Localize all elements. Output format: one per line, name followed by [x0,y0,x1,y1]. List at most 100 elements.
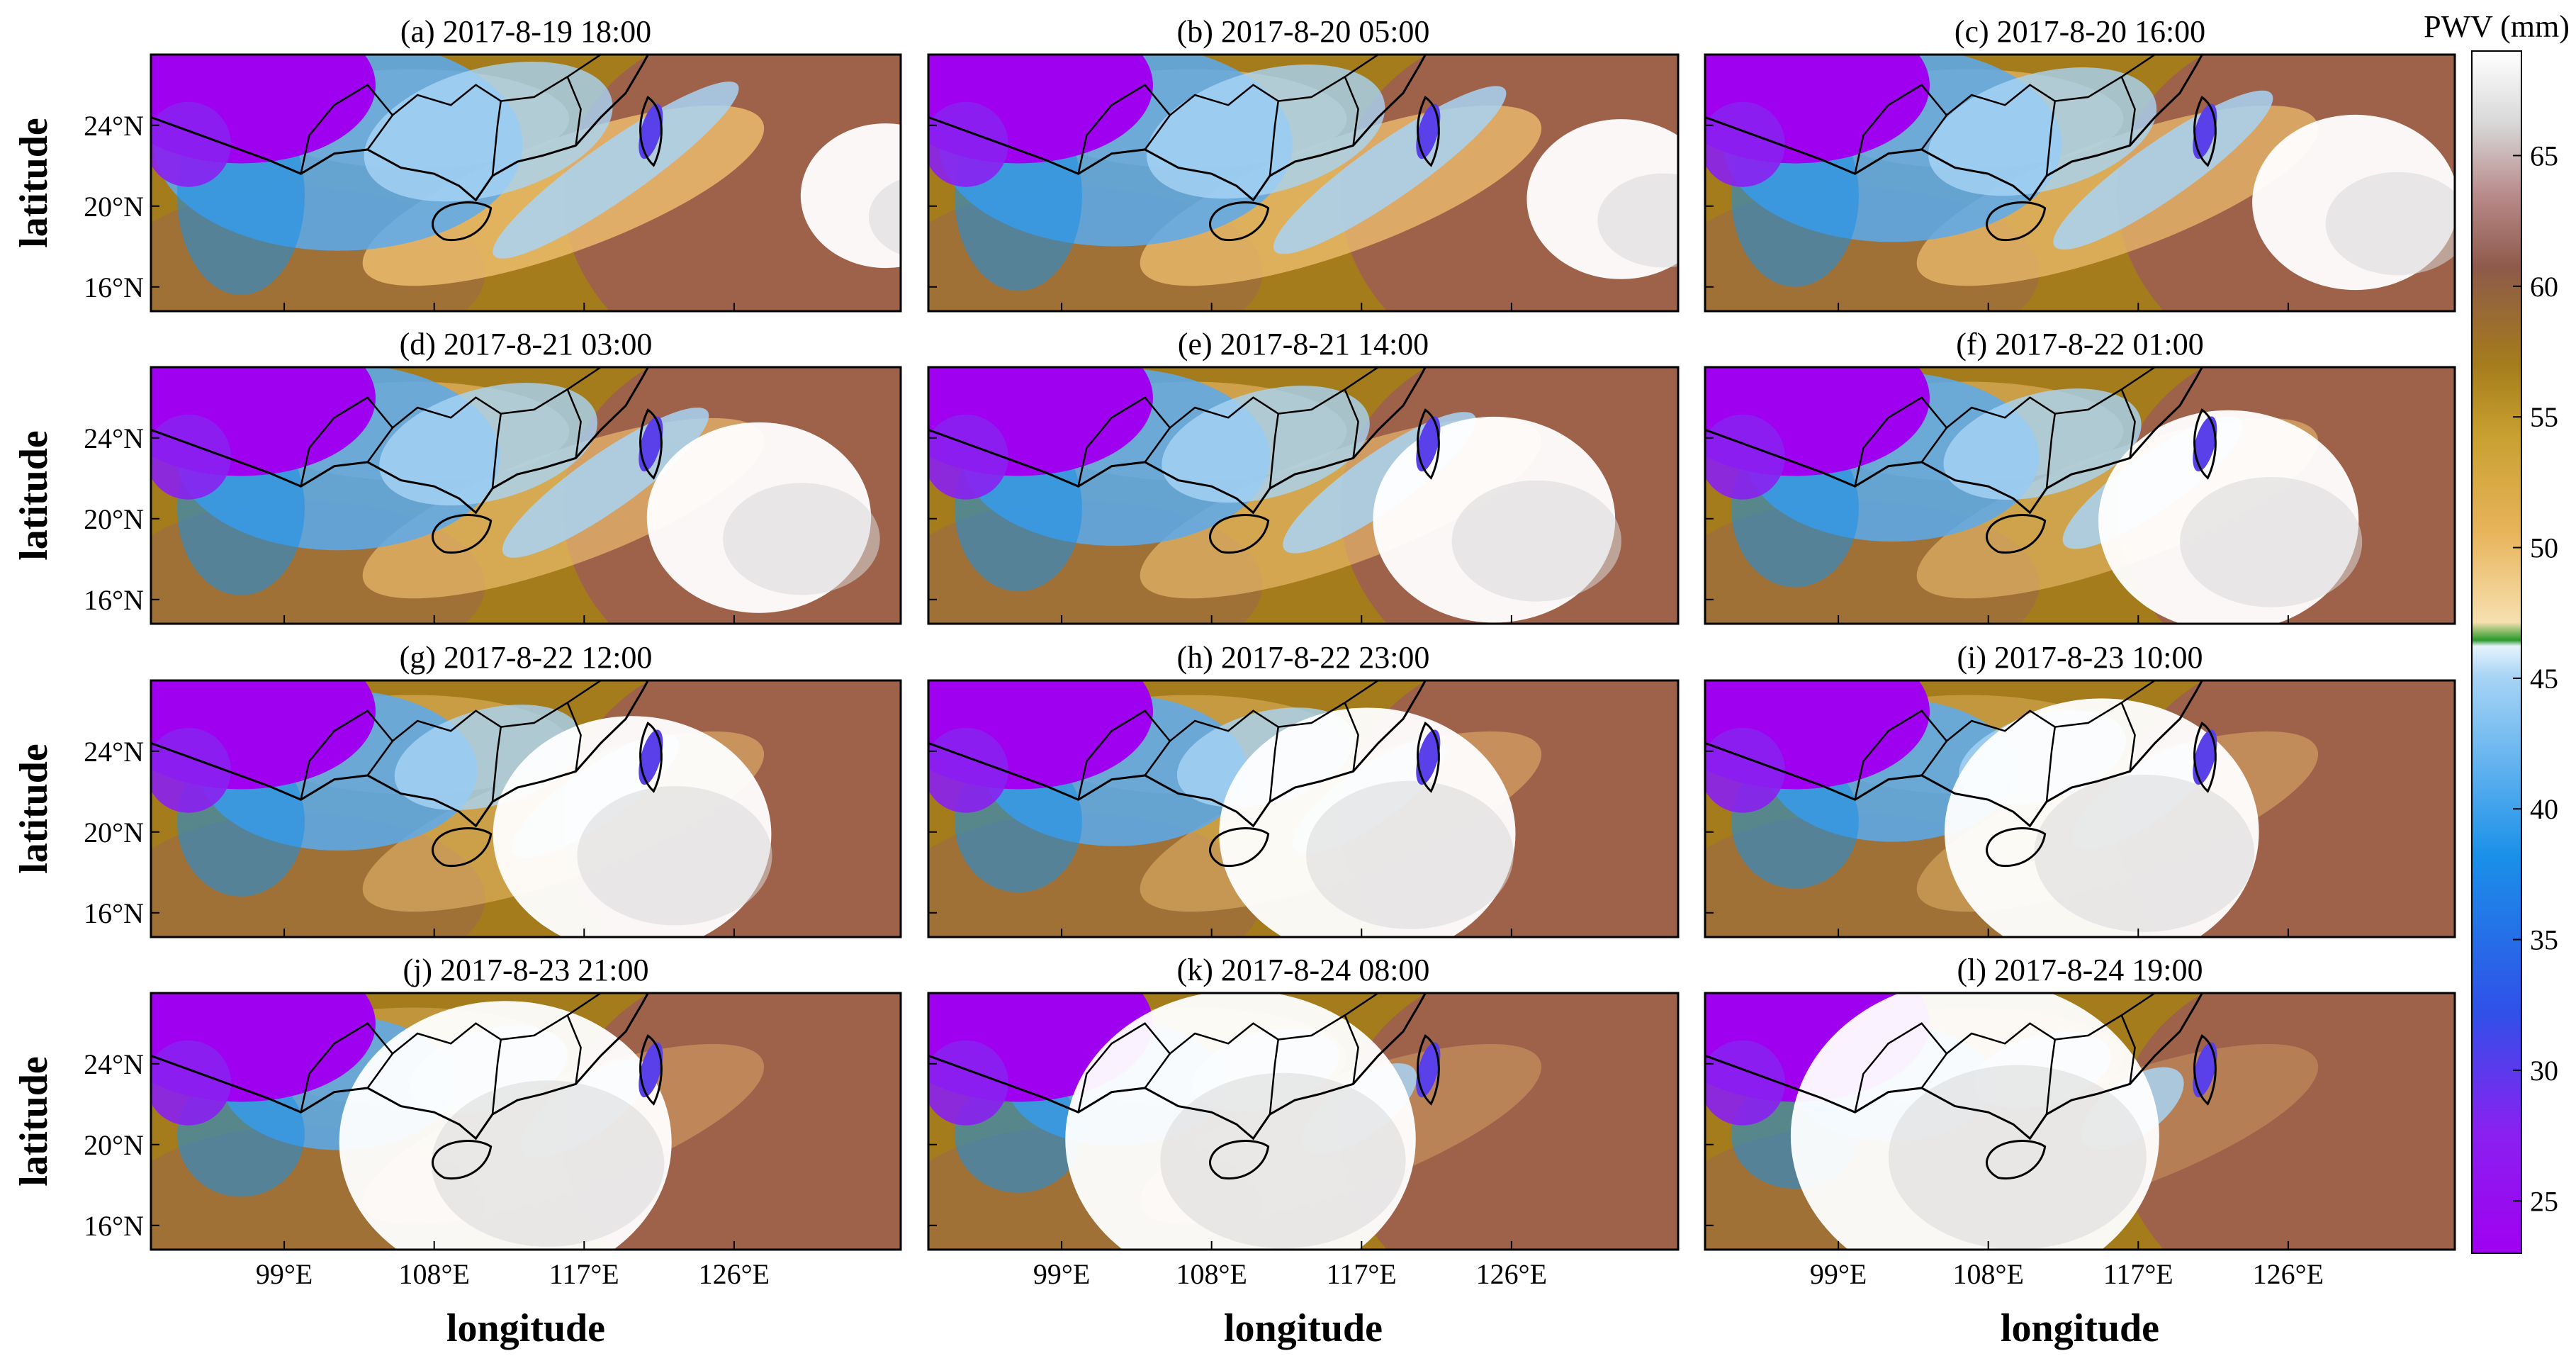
panel-title: (b) 2017-8-20 05:00 [1177,14,1430,49]
lat-tick-label: 24°N [84,736,144,768]
province-boundary [1077,993,1379,1113]
panel-frame [927,992,1680,1251]
lat-tick-label: 16°N [84,584,144,616]
province-boundary [2120,702,2136,772]
province-boundary [2045,101,2056,176]
lat-tick-label: 24°N [84,1048,144,1080]
province-boundary [1920,740,1947,776]
taiwan-outline [2193,1034,2217,1106]
province-boundary [491,1039,502,1115]
province-boundary [1854,993,2156,1113]
lon-tick-label: 126°E [699,1258,770,1290]
panel-title: (e) 2017-8-21 14:00 [1178,327,1429,361]
taiwan-outline [639,1034,663,1106]
province-boundary [1920,1053,1947,1089]
lon-tick-label: 99°E [256,1258,313,1290]
province-boundary [1144,114,1171,150]
panel-title: (h) 2017-8-22 23:00 [1177,640,1430,675]
coastline [928,680,1427,828]
x-axis-label: longitude [446,1306,605,1350]
map-panel: (k) 2017-8-24 08:00 99°E 108°E 117°E 126°E [927,953,1680,1290]
province-boundary [1269,101,1279,176]
map-panel: (h) 2017-8-22 23:00 [927,640,1680,938]
province-boundary [1144,1053,1171,1089]
coastline [1705,55,2204,202]
map-panel: (f) 2017-8-22 01:00 [1704,327,2456,625]
colorbar-tick-label: 40 [2530,793,2558,825]
panel-title: (d) 2017-8-21 03:00 [400,327,653,361]
coastline [928,55,1427,202]
panel-frame [1704,992,2456,1251]
panel-title: (g) 2017-8-22 12:00 [400,640,653,675]
coastline [151,680,650,828]
taiwan-outline [2193,722,2217,793]
province-boundary [1144,740,1171,776]
coastline [151,367,650,515]
panel-frame [150,53,902,313]
province-boundary [2120,76,2136,146]
map-panel: (b) 2017-8-20 05:00 [927,14,1680,313]
taiwan-outline [639,96,663,167]
map-panel: (l) 2017-8-24 19:00 99°E 108°E 117°E 126°E [1704,953,2456,1290]
lat-tick-label: 16°N [84,897,144,929]
colorbar-tick-label: 45 [2530,663,2558,695]
province-boundary [366,1053,393,1089]
coastline [1705,367,2204,515]
hainan-outline [1986,1140,2047,1180]
hainan-outline [432,827,493,868]
province-boundary [1077,55,1379,174]
lon-tick-label: 117°E [1327,1258,1397,1290]
province-boundary [300,367,602,487]
hainan-outline [1209,827,1270,868]
province-boundary [1854,55,2156,174]
coastline [1705,993,2204,1140]
panel-title: (a) 2017-8-19 18:00 [400,14,651,49]
y-axis-label: latitude [12,744,56,874]
province-boundary [1344,76,1359,146]
province-boundary [1344,702,1359,772]
province-boundary [566,388,582,459]
y-axis-label: latitude [12,1056,56,1187]
colorbar-tick-label: 25 [2530,1185,2558,1217]
province-boundary [300,993,602,1113]
lat-tick-label: 20°N [84,191,144,223]
province-boundary [366,740,393,776]
province-boundary [1920,427,1947,463]
colorbar: PWV (mm) 65 60 55 50 45 40 35 30 25 [2424,9,2570,1254]
colorbar-tick-label: 65 [2530,140,2558,172]
map-panel: (e) 2017-8-21 14:00 [927,327,1680,625]
panel-title: (j) 2017-8-23 21:00 [403,953,648,987]
hainan-outline [432,1140,493,1180]
province-boundary [566,1014,582,1084]
province-boundary [1077,680,1379,800]
colorbar-tick-label: 50 [2530,532,2558,564]
panel-title: (l) 2017-8-24 19:00 [1957,953,2203,987]
panel-title: (c) 2017-8-20 16:00 [1955,14,2205,49]
coastline [1705,680,2204,828]
lon-tick-label: 108°E [1176,1258,1247,1290]
taiwan-outline [1417,408,1440,480]
province-boundary [491,101,502,176]
taiwan-outline [1417,722,1440,793]
lat-tick-label: 24°N [84,110,144,142]
province-boundary [300,55,602,174]
colorbar-tick-label: 55 [2530,401,2558,433]
panel-frame [150,992,902,1251]
panel-title: (f) 2017-8-22 01:00 [1956,327,2204,361]
panel-frame [1704,679,2456,938]
coastline [928,993,1427,1140]
x-axis-label: longitude [2001,1306,2159,1350]
province-boundary [2120,1014,2136,1084]
hainan-outline [1209,201,1270,242]
panel-frame [150,679,902,938]
map-panel: (c) 2017-8-20 16:00 [1704,14,2456,313]
province-boundary [566,76,582,146]
x-axis-label: longitude [1224,1306,1383,1350]
map-panel: (i) 2017-8-23 10:00 [1704,640,2456,938]
hainan-outline [1986,827,2047,868]
hainan-outline [432,201,493,242]
hainan-outline [432,514,493,554]
province-boundary [491,413,502,489]
province-boundary [1344,1014,1359,1084]
